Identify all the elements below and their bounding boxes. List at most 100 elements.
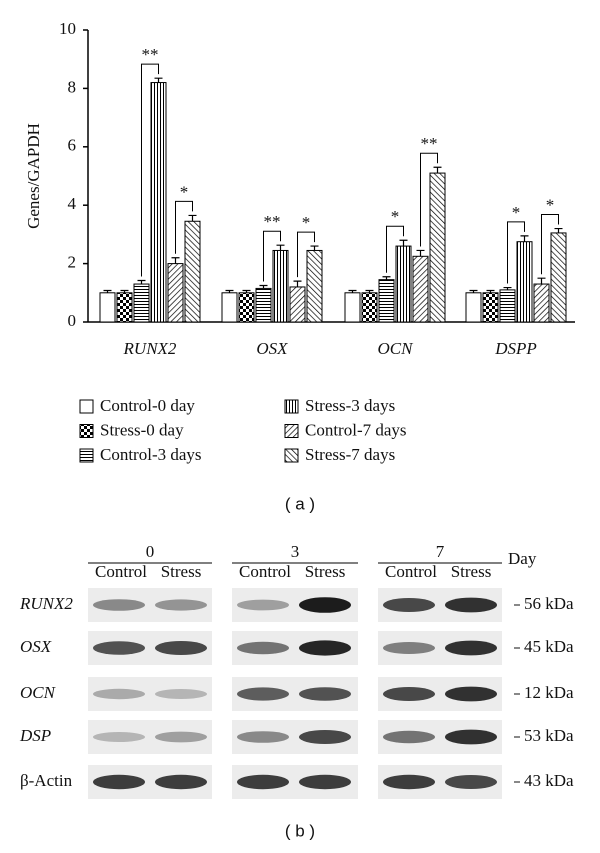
protein-label: DSP [19, 726, 51, 745]
legend-swatch [79, 424, 94, 438]
error-bar [120, 289, 129, 293]
error-bar [188, 214, 197, 222]
blot-band [383, 730, 435, 744]
bar [133, 283, 150, 323]
bar [429, 172, 446, 323]
legend-swatch [284, 399, 299, 414]
y-axis-label: Genes/GAPDH [24, 123, 43, 229]
significance-label: * [512, 203, 521, 222]
bar [533, 283, 550, 323]
blot-band [93, 688, 145, 700]
condition-label: Stress [161, 562, 202, 581]
bar [482, 292, 499, 323]
blot-band [299, 640, 351, 656]
blot-band [155, 731, 207, 743]
protein-label: β-Actin [20, 771, 73, 790]
legend-label: Control-3 days [100, 445, 202, 464]
error-bar [310, 245, 319, 251]
blot-band [237, 599, 289, 611]
error-bar [503, 286, 512, 290]
blot-band [445, 640, 497, 656]
error-bar [382, 276, 391, 280]
bar [306, 249, 323, 323]
bar [361, 292, 378, 323]
bar [395, 245, 412, 323]
blot-band [445, 729, 497, 745]
error-bar [537, 277, 546, 285]
error-bar [293, 280, 302, 287]
size-label: 45 kDa [524, 637, 574, 656]
error-bar [416, 249, 425, 257]
y-tick-label: 10 [59, 19, 76, 38]
x-tick-label: OCN [378, 339, 415, 358]
panel-label: ( b ) [285, 821, 315, 840]
y-tick-label: 2 [68, 253, 77, 272]
legend-swatch [79, 448, 94, 463]
significance-label: ** [264, 212, 281, 231]
y-tick-label: 0 [68, 311, 77, 330]
significance-label: * [546, 195, 555, 214]
blot-band [93, 732, 145, 742]
error-bar [399, 239, 408, 247]
size-label: 56 kDa [524, 594, 574, 613]
size-label: 12 kDa [524, 683, 574, 702]
blot-band [383, 598, 435, 612]
error-bar [348, 289, 357, 293]
error-bar [259, 284, 268, 289]
bar [378, 279, 395, 323]
blot-band [237, 687, 289, 701]
legend-swatch [79, 399, 94, 414]
bar [344, 292, 361, 323]
time-unit: Day [508, 549, 537, 568]
blot-band [237, 774, 289, 790]
error-bar [554, 227, 563, 233]
condition-label: Control [239, 562, 291, 581]
significance-bracket [263, 230, 281, 282]
significance-label: * [302, 213, 311, 232]
x-tick-label: OSX [256, 339, 288, 358]
condition-label: Stress [451, 562, 492, 581]
error-bar [225, 289, 234, 293]
time-point: 3 [291, 542, 300, 561]
blot-band [155, 599, 207, 611]
bar [550, 232, 567, 323]
size-label: 53 kDa [524, 726, 574, 745]
error-bar [276, 244, 285, 251]
bar [150, 82, 167, 323]
blot-band [299, 774, 351, 790]
blot-band [445, 597, 497, 613]
condition-label: Control [385, 562, 437, 581]
significance-bracket [507, 221, 525, 284]
error-bar [242, 289, 251, 293]
blot-band [383, 687, 435, 701]
blot-panel [88, 720, 212, 754]
blot-band [445, 686, 497, 702]
significance-bracket [141, 63, 159, 277]
blot-band [237, 731, 289, 743]
blot-band [155, 641, 207, 655]
error-bar [154, 77, 163, 83]
significance-bracket [541, 214, 559, 275]
bar [238, 292, 255, 323]
protein-label: OSX [20, 637, 52, 656]
error-bar [520, 235, 529, 242]
bar [289, 286, 306, 323]
blot-band [155, 689, 207, 699]
blot-band [299, 687, 351, 701]
legend-label: Stress-3 days [305, 396, 395, 415]
significance-label: * [180, 182, 189, 201]
significance-label: ** [142, 45, 159, 64]
significance-bracket [175, 200, 193, 254]
blot-band [155, 774, 207, 790]
protein-label: OCN [20, 683, 57, 702]
y-tick-label: 6 [68, 136, 77, 155]
error-bar [469, 289, 478, 293]
error-bar [433, 166, 442, 174]
error-bar [486, 289, 495, 293]
bar [116, 292, 133, 323]
legend-label: Control-0 day [100, 396, 195, 415]
blot-band [445, 775, 497, 789]
bar [499, 289, 516, 323]
legend-label: Stress-0 day [100, 420, 184, 439]
bar [184, 220, 201, 323]
